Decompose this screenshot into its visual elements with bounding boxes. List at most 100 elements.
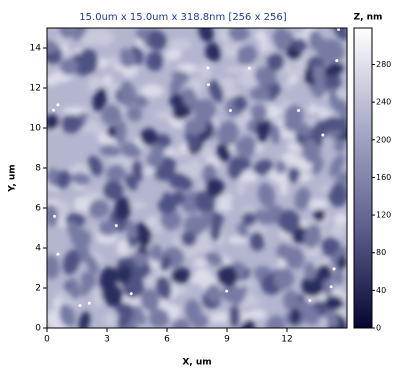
light-ridge (52, 298, 62, 308)
bright-speck (206, 66, 210, 70)
light-ridge (116, 239, 130, 256)
light-ridge (318, 109, 332, 118)
x-tick-label: 6 (164, 335, 170, 345)
light-ridge (168, 38, 192, 51)
dark-pit (329, 153, 345, 178)
dark-pit (232, 285, 248, 307)
y-axis-label: Y, um (8, 164, 18, 192)
light-ridge (176, 63, 199, 73)
bright-speck (228, 108, 232, 112)
dark-pit (241, 211, 257, 227)
bright-speck (129, 292, 133, 296)
light-ridge (193, 267, 212, 284)
dark-pit (205, 178, 225, 197)
light-ridge (165, 48, 182, 61)
bright-speck (53, 214, 57, 218)
dark-pit (188, 98, 210, 113)
light-ridge (248, 309, 267, 320)
dark-pit (228, 28, 250, 42)
dark-pit (236, 222, 249, 238)
dark-pit (216, 143, 231, 163)
dark-pit (217, 265, 238, 288)
colorbar (353, 27, 373, 329)
dark-pit (312, 119, 330, 139)
dark-pit (101, 104, 123, 125)
dark-pit (77, 48, 99, 74)
dark-pit (170, 267, 191, 285)
y-tick-label: 14 (30, 44, 42, 54)
dark-pit (145, 51, 164, 72)
dark-pit (328, 183, 347, 207)
light-ridge (267, 168, 280, 181)
dark-pit (293, 38, 307, 52)
dark-pit (171, 70, 190, 84)
bright-speck (56, 252, 60, 256)
dark-pit (134, 222, 152, 248)
light-ridge (193, 258, 207, 267)
dark-pit (332, 28, 347, 41)
dark-pit (254, 66, 277, 87)
dark-pit (180, 87, 197, 105)
light-ridge (308, 103, 317, 115)
bright-speck (114, 224, 118, 228)
light-ridge (218, 77, 237, 90)
dark-pit (176, 175, 193, 191)
x-tick-label: 0 (44, 335, 50, 345)
light-ridge (330, 223, 347, 238)
dark-pit (236, 135, 257, 159)
light-ridge (288, 68, 310, 77)
dark-pit (68, 277, 80, 301)
light-ridge (71, 164, 89, 172)
dark-pit (102, 180, 124, 201)
dark-pit (195, 190, 215, 214)
light-ridge (103, 74, 113, 87)
light-ridge (104, 313, 116, 327)
dark-pit (249, 231, 265, 252)
dark-pit (296, 123, 313, 136)
dark-pit (258, 119, 272, 143)
dark-pit (324, 61, 345, 77)
dark-pit (106, 164, 126, 183)
dark-pit (159, 254, 172, 272)
x-tick-label: 9 (224, 335, 230, 345)
dark-pit (289, 306, 302, 325)
dark-pit (47, 114, 60, 130)
dark-pit (47, 39, 59, 54)
dark-pit (140, 288, 160, 312)
dark-pit (59, 57, 79, 76)
dark-pit (78, 311, 91, 328)
dark-pit (183, 118, 205, 135)
dark-pit (71, 28, 88, 42)
dark-pit (127, 106, 143, 122)
dark-pit (233, 95, 247, 112)
bright-speck (52, 108, 56, 112)
light-ridge (236, 182, 246, 195)
light-ridge (140, 84, 164, 98)
light-ridge (54, 200, 70, 217)
colorbar-tick-label: 200 (376, 135, 391, 144)
y-tick-label: 12 (30, 84, 41, 94)
y-tick-label: 10 (30, 124, 42, 134)
dark-pit (284, 246, 305, 270)
dark-pit (98, 220, 119, 236)
colorbar-tick-label: 240 (376, 98, 391, 107)
dark-pit (146, 152, 164, 168)
dark-pit (274, 267, 295, 290)
light-ridge (47, 75, 60, 86)
light-ridge (329, 288, 344, 298)
light-ridge (216, 201, 233, 212)
bright-speck (337, 28, 341, 31)
y-tick-label: 8 (35, 164, 41, 174)
light-ridge (91, 29, 115, 46)
dark-pit (325, 295, 343, 311)
dark-pit (204, 42, 222, 62)
bright-speck (308, 299, 312, 303)
y-tick-label: 2 (35, 284, 41, 294)
dark-pit (253, 159, 273, 176)
dark-pit (282, 32, 294, 47)
dark-pit (316, 263, 333, 281)
dark-pit (66, 220, 81, 240)
dark-pit (294, 187, 311, 211)
dark-pit (266, 52, 285, 72)
dark-pit (222, 284, 241, 303)
